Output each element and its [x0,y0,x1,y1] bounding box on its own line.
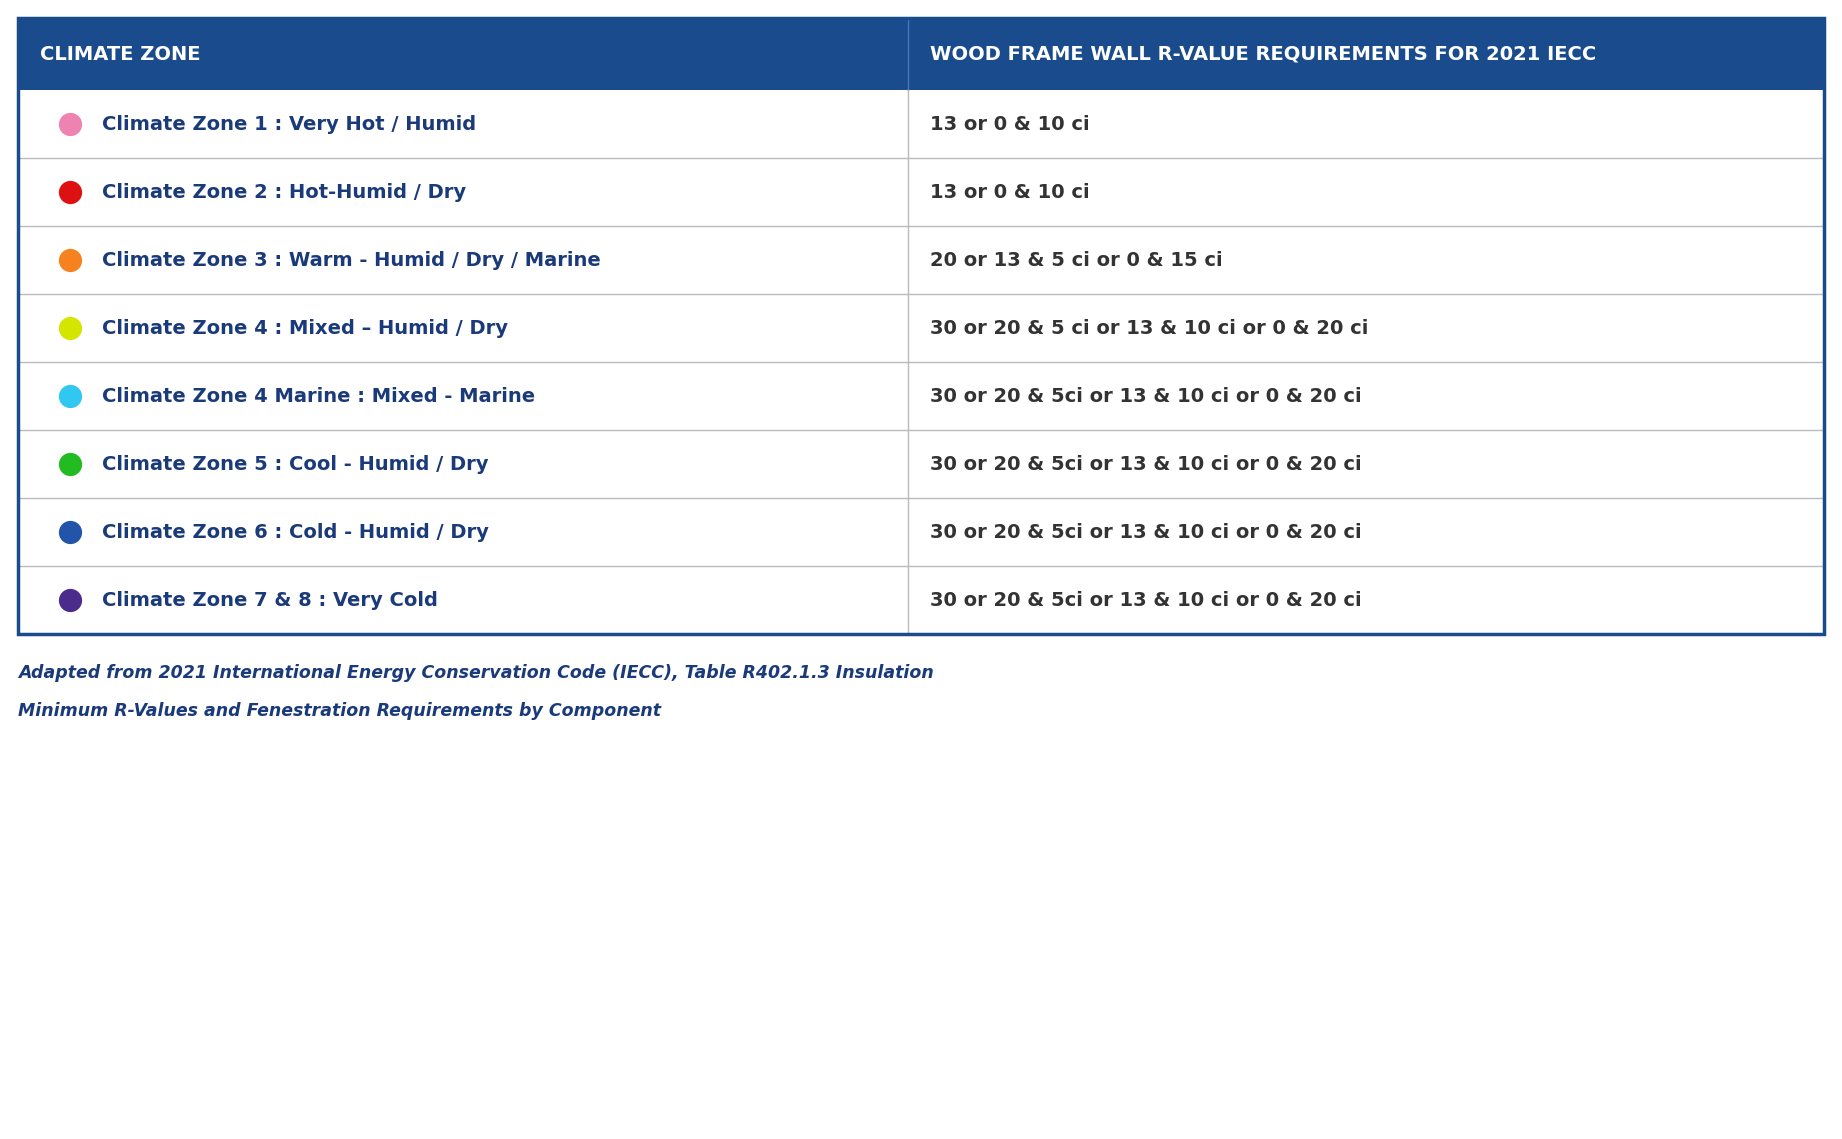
Text: 30 or 20 & 5ci or 13 & 10 ci or 0 & 20 ci: 30 or 20 & 5ci or 13 & 10 ci or 0 & 20 c… [930,386,1361,405]
Point [55,591,85,609]
Text: Climate Zone 5 : Cool - Humid / Dry: Climate Zone 5 : Cool - Humid / Dry [101,454,488,474]
Bar [18,18,1824,90]
Bar [18,90,1824,158]
Text: Climate Zone 3 : Warm - Humid / Dry / Marine: Climate Zone 3 : Warm - Humid / Dry / Ma… [101,251,600,270]
Point [55,115,85,133]
Point [55,251,85,269]
Text: 20 or 13 & 5 ci or 0 & 15 ci: 20 or 13 & 5 ci or 0 & 15 ci [930,251,1223,270]
Text: Climate Zone 7 & 8 : Very Cold: Climate Zone 7 & 8 : Very Cold [101,590,438,609]
Text: 30 or 20 & 5ci or 13 & 10 ci or 0 & 20 ci: 30 or 20 & 5ci or 13 & 10 ci or 0 & 20 c… [930,454,1361,474]
Bar [18,294,1824,362]
Point [55,183,85,202]
Text: Climate Zone 4 Marine : Mixed - Marine: Climate Zone 4 Marine : Mixed - Marine [101,386,536,405]
Point [55,319,85,337]
Text: 13 or 0 & 10 ci: 13 or 0 & 10 ci [930,115,1090,133]
Text: Climate Zone 1 : Very Hot / Humid: Climate Zone 1 : Very Hot / Humid [101,115,475,133]
Text: Climate Zone 6 : Cold - Humid / Dry: Climate Zone 6 : Cold - Humid / Dry [101,523,488,541]
Text: Minimum R-Values and Fenestration Requirements by Component: Minimum R-Values and Fenestration Requir… [18,702,661,720]
Bar [18,431,1824,498]
Bar [18,566,1824,634]
Point [55,523,85,541]
Text: Climate Zone 2 : Hot-Humid / Dry: Climate Zone 2 : Hot-Humid / Dry [101,182,466,202]
Text: 30 or 20 & 5ci or 13 & 10 ci or 0 & 20 ci: 30 or 20 & 5ci or 13 & 10 ci or 0 & 20 c… [930,590,1361,609]
Text: Climate Zone 4 : Mixed – Humid / Dry: Climate Zone 4 : Mixed – Humid / Dry [101,319,508,337]
Point [55,454,85,473]
Text: CLIMATE ZONE: CLIMATE ZONE [41,44,201,64]
Bar [18,18,1824,634]
Bar [18,226,1824,294]
Point [55,387,85,405]
Text: Adapted from 2021 International Energy Conservation Code (IECC), Table R402.1.3 : Adapted from 2021 International Energy C… [18,664,934,682]
Bar [18,498,1824,566]
Bar [18,362,1824,431]
Text: WOOD FRAME WALL R-VALUE REQUIREMENTS FOR 2021 IECC: WOOD FRAME WALL R-VALUE REQUIREMENTS FOR… [930,44,1597,64]
Bar [18,158,1824,226]
Text: 30 or 20 & 5ci or 13 & 10 ci or 0 & 20 ci: 30 or 20 & 5ci or 13 & 10 ci or 0 & 20 c… [930,523,1361,541]
Text: 30 or 20 & 5 ci or 13 & 10 ci or 0 & 20 ci: 30 or 20 & 5 ci or 13 & 10 ci or 0 & 20 … [930,319,1369,337]
Text: 13 or 0 & 10 ci: 13 or 0 & 10 ci [930,182,1090,202]
